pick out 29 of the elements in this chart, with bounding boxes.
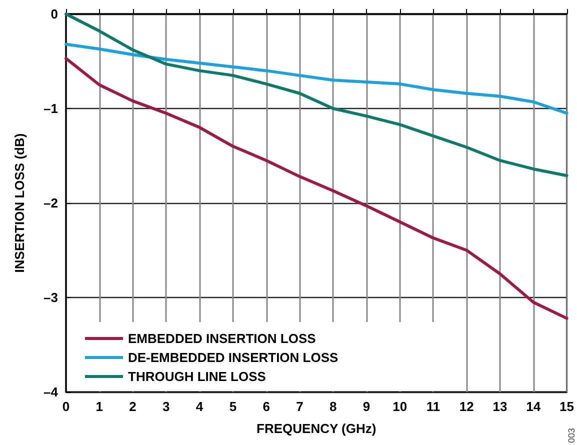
- legend-label: THROUGH LINE LOSS: [128, 369, 266, 384]
- x-tick-label: 5: [229, 399, 237, 414]
- x-tick-label: 8: [329, 399, 337, 414]
- x-axis-title: FREQUENCY (GHz): [256, 421, 376, 436]
- x-tick-label: 12: [459, 399, 474, 414]
- x-tick-label: 13: [492, 399, 508, 414]
- legend-label: EMBEDDED INSERTION LOSS: [128, 331, 316, 346]
- y-axis-title: INSERTION LOSS (dB): [12, 133, 27, 273]
- legend-label: DE-EMBEDDED INSERTION LOSS: [128, 350, 339, 365]
- x-tick-label: 0: [62, 399, 70, 414]
- y-tick-label: 0: [50, 6, 58, 22]
- y-tick-label: –3: [44, 290, 58, 305]
- y-tick-label: –4: [44, 384, 59, 400]
- x-tick-label: 4: [196, 399, 204, 414]
- x-tick-label: 14: [526, 399, 542, 414]
- text: 003: [566, 428, 576, 443]
- y-tick-label: –1: [44, 101, 58, 116]
- x-tick-label: 7: [296, 399, 304, 414]
- line-series: [64, 56, 568, 320]
- x-tick-label: 3: [162, 399, 170, 414]
- x-tick-label: 1: [96, 399, 103, 414]
- x-tick-label: 11: [426, 399, 440, 414]
- y-tick-label: –2: [44, 196, 58, 210]
- x-tick-label: 9: [362, 399, 370, 414]
- x-tick-label: 2: [129, 399, 136, 414]
- line-series: [64, 42, 568, 115]
- x-tick-label: 6: [262, 399, 270, 414]
- x-tick-label: 15: [560, 399, 574, 414]
- x-tick-label: 10: [392, 399, 408, 414]
